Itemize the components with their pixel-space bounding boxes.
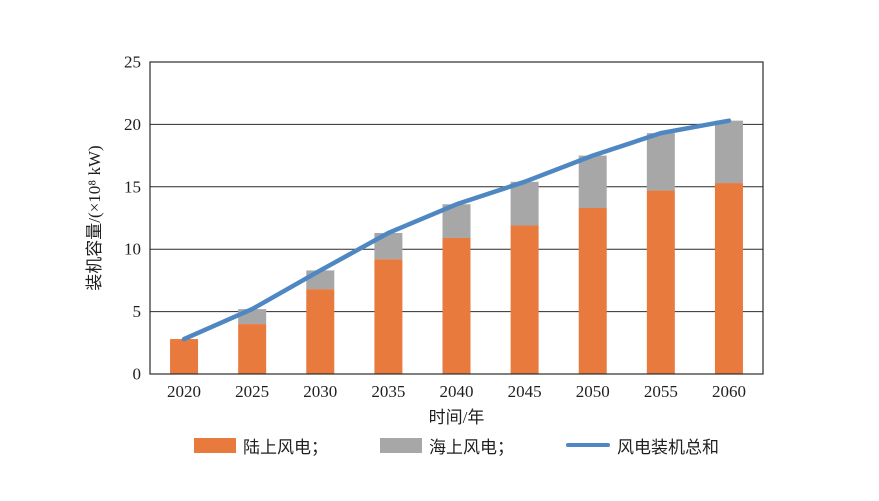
y-tick-label-15: 15 [124, 177, 141, 196]
bar-onshore-2050 [578, 208, 607, 374]
plot-frame [149, 61, 764, 375]
bar-onshore-2020 [170, 339, 199, 374]
legend-item-offshore: 海上风电； [380, 433, 514, 458]
y-axis-title: 装机容量/(×10⁸ kW) [85, 145, 104, 290]
x-tick-label-2045: 2045 [508, 382, 542, 401]
y-tick-label-0: 0 [133, 365, 142, 384]
x-axis-title: 时间/年 [429, 408, 485, 427]
bar-offshore-2045 [510, 181, 539, 226]
y-tick-label-5: 5 [133, 302, 142, 321]
bar-offshore-2050 [578, 155, 607, 209]
total-wind-line-swatch-icon [566, 443, 610, 447]
bar-onshore-2035 [374, 259, 403, 374]
total-capacity-line [181, 118, 732, 342]
x-tick-label-2060: 2060 [712, 382, 746, 401]
onshore-wind-swatch-icon [194, 437, 236, 453]
x-tick-label-2055: 2055 [644, 382, 678, 401]
bar-onshore-2060 [714, 183, 743, 374]
bar-offshore-2060 [714, 120, 743, 184]
bar-onshore-2055 [646, 190, 675, 374]
legend-label-onshore: 陆上风电； [243, 437, 328, 457]
x-tick-label-2035: 2035 [371, 382, 405, 401]
bar-onshore-2045 [510, 225, 539, 374]
bar-onshore-2025 [238, 324, 267, 374]
x-tick-label-2030: 2030 [303, 382, 337, 401]
legend-item-total: 风电装机总和 [566, 433, 719, 458]
y-tick-label-25: 25 [124, 53, 141, 72]
y-tick-label-20: 20 [124, 115, 141, 134]
bar-offshore-2055 [646, 133, 675, 191]
bar-offshore-2030 [306, 270, 335, 290]
x-tick-label-2040: 2040 [440, 382, 474, 401]
offshore-wind-swatch-icon [380, 437, 422, 453]
y-tick-label-10: 10 [124, 240, 141, 259]
x-tick-label-2050: 2050 [576, 382, 610, 401]
x-tick-label-2020: 2020 [167, 382, 201, 401]
legend-label-offshore: 海上风电； [429, 437, 514, 457]
legend-label-total: 风电装机总和 [617, 437, 719, 457]
x-tick-label-2025: 2025 [235, 382, 269, 401]
legend-item-onshore: 陆上风电； [194, 433, 328, 458]
legend: 陆上风电； 海上风电； 风电装机总和 [150, 430, 763, 460]
bar-onshore-2040 [442, 237, 471, 374]
bar-onshore-2030 [306, 289, 335, 374]
